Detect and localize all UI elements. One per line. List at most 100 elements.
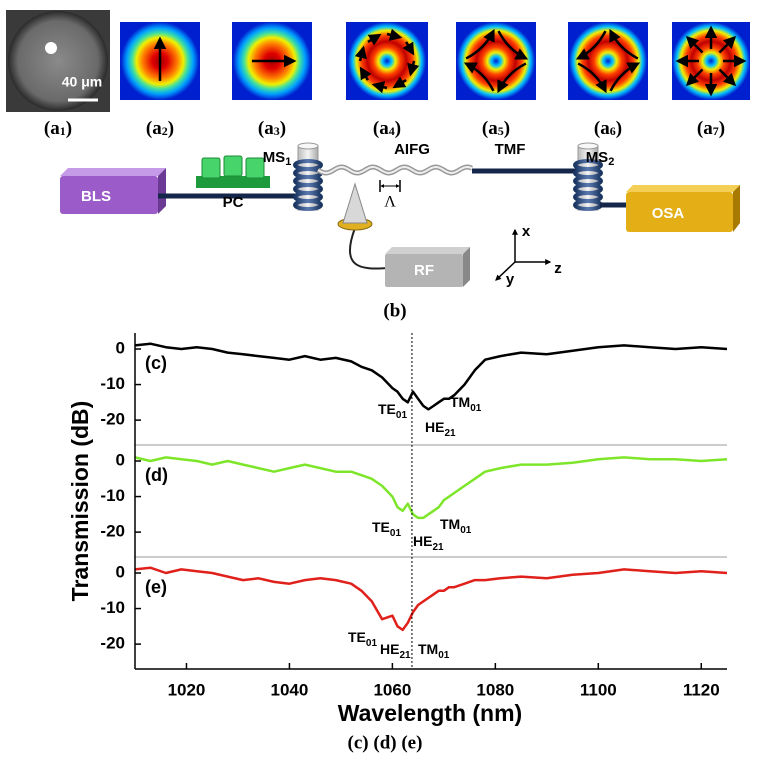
component-label: PC — [223, 194, 244, 211]
x-tick-label: 1020 — [168, 680, 206, 699]
panel-label-main: (a — [146, 118, 162, 139]
panel-label: (d) — [145, 465, 168, 485]
component-label: x — [522, 223, 531, 240]
mode-label: TM01 — [440, 516, 472, 536]
field-arrow — [465, 28, 495, 60]
panel-label-close: ) — [280, 118, 286, 139]
field-arrow — [497, 62, 527, 94]
mode-label: TM01 — [450, 394, 482, 414]
field-arrow — [371, 81, 388, 94]
mode-label: TE01 — [378, 401, 407, 421]
y-axis-label: Transmission (dB) — [67, 401, 93, 602]
component-label: BLS — [81, 188, 111, 205]
component-label: TMF — [495, 141, 526, 158]
panel-label-sub: 5 — [498, 124, 504, 138]
rf-side — [463, 247, 470, 287]
panel-label: (e) — [145, 577, 167, 597]
y-tick-label: -10 — [100, 374, 125, 393]
panel-label: (a4) — [373, 118, 401, 139]
panel-label: (c) — [145, 353, 167, 373]
mode-label: TE01 — [372, 519, 401, 539]
bls-side — [158, 168, 166, 214]
y-tick-label: -20 — [100, 634, 125, 653]
aifg-fiber-core — [317, 165, 473, 175]
panel-label: (a5) — [482, 118, 510, 139]
field-arrow — [718, 68, 737, 87]
panel-label-main: (a — [258, 118, 274, 139]
component-label: Λ — [384, 194, 396, 211]
caption: (c) (d) (e) — [348, 732, 423, 753]
y-tick-label: -10 — [100, 598, 125, 617]
component-label-sub: 1 — [285, 156, 291, 168]
panel-label: (a6) — [594, 118, 622, 139]
panel-label: (a3) — [258, 118, 286, 139]
panel-label: (a7) — [697, 118, 725, 139]
panel-label-close: ) — [616, 118, 622, 139]
field-arrow — [685, 35, 704, 54]
mode-label: HE21 — [425, 419, 456, 439]
panel-label: (a2) — [146, 118, 174, 139]
component-label-sub: 2 — [608, 156, 614, 168]
mode-label-sub: 21 — [432, 542, 444, 553]
bls-top — [60, 168, 166, 176]
x-tick-label: 1060 — [373, 680, 411, 699]
rf-top — [385, 247, 470, 254]
spectrum-line — [134, 456, 728, 520]
acoustic-horn — [342, 182, 368, 224]
mode-intensity — [457, 22, 535, 100]
component-label: AIFG — [394, 141, 430, 158]
mode-label-sub: 21 — [399, 650, 411, 661]
y-tick-label: 0 — [116, 562, 125, 581]
field-arrow — [386, 28, 403, 41]
field-arrow — [609, 28, 639, 60]
panel-label-close: ) — [66, 118, 72, 139]
caption: (b) — [383, 300, 406, 321]
x-tick-label: 1080 — [476, 680, 514, 699]
field-arrow — [577, 62, 607, 94]
spectrum-line — [134, 342, 728, 411]
mode-label-main: TE — [372, 519, 390, 535]
mode-label-main: HE — [425, 419, 444, 435]
panel-label: (a1) — [44, 118, 72, 139]
pc-paddle — [245, 157, 265, 179]
x-tick-label: 1100 — [580, 680, 617, 699]
rf-wire — [348, 227, 389, 270]
panel-label-main: (a — [697, 118, 713, 139]
coord-axis — [495, 261, 516, 281]
mode-intensity — [569, 22, 647, 100]
core-dot — [45, 42, 57, 54]
pc-paddle — [201, 157, 221, 179]
component-label: MS1 — [263, 149, 292, 168]
panel-label-main: (a — [373, 118, 389, 139]
mode-label: HE21 — [380, 641, 411, 661]
osa-box — [626, 192, 733, 232]
mode-label-sub: 01 — [390, 528, 402, 539]
field-arrow — [392, 76, 407, 89]
mandrel-top — [577, 142, 599, 150]
field-arrow — [402, 41, 415, 56]
pc-base — [196, 176, 270, 188]
mode-label-main: TE — [378, 401, 396, 417]
panel-label-close: ) — [395, 118, 401, 139]
component-label: MS2 — [586, 149, 615, 168]
mode-label-main: TE — [348, 629, 366, 645]
panel-label-sub: 3 — [274, 124, 280, 138]
scale-bar-label: 40 μm — [62, 74, 102, 90]
component-label: RF — [414, 262, 434, 279]
panel-label-sub: 7 — [713, 124, 719, 138]
panel-label-sub: 6 — [610, 124, 616, 138]
field-arrow — [575, 30, 607, 60]
fiber-end — [8, 11, 108, 111]
panel-label-close: ) — [504, 118, 510, 139]
panel-label-sub: 1 — [60, 124, 66, 138]
panel-label-close: ) — [719, 118, 725, 139]
panel-label-main: (a — [44, 118, 60, 139]
mode-label-sub: 01 — [396, 410, 408, 421]
component-label-main: MS — [586, 149, 609, 166]
mandrel-top — [297, 142, 319, 150]
y-tick-label: -20 — [100, 522, 125, 541]
panel-label-sub: 2 — [162, 124, 168, 138]
mode-label-sub: 01 — [438, 650, 450, 661]
